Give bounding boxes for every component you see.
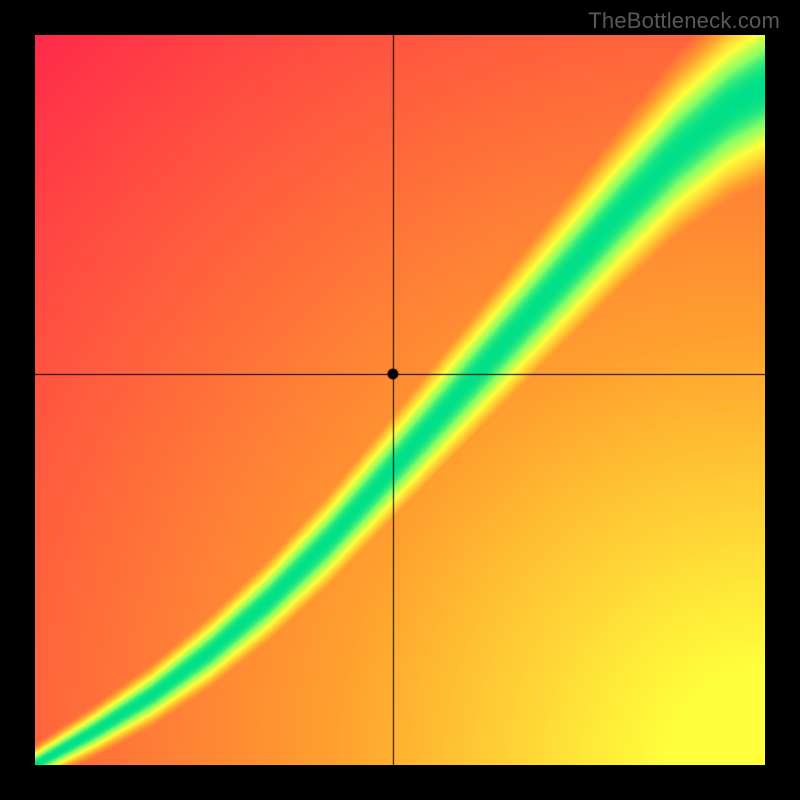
watermark-text: TheBottleneck.com [588,8,780,34]
heatmap-plot [35,35,765,765]
chart-container: TheBottleneck.com [0,0,800,800]
